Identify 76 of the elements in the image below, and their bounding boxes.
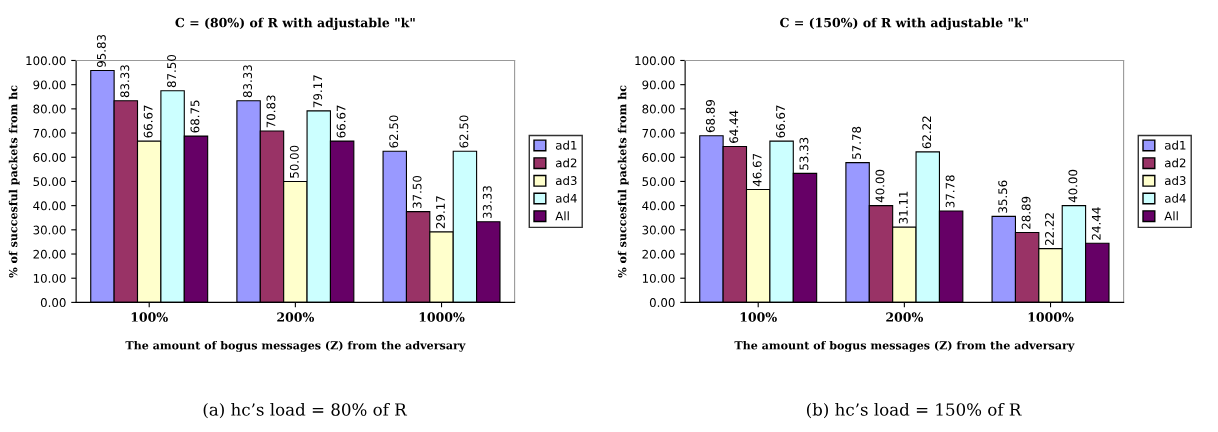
data-label: 35.56 [998,180,1008,213]
y-tick-label: 100.00 [635,56,675,66]
y-tick-label: 100.00 [26,56,66,66]
legend-label: ad4 [555,193,577,203]
data-label: 53.33 [799,137,809,170]
y-tick-label: 60.00 [642,152,675,162]
y-tick-label: 50.00 [33,177,66,187]
text: (a) hc’s load = 80% of R [203,402,408,419]
data-label: 24.44 [1091,207,1101,240]
data-label: 22.22 [1045,213,1054,245]
legend-label: ad1 [1164,140,1186,150]
y-tick-label: 20.00 [642,249,675,259]
x-tick-label: 200% [886,312,924,322]
data-label: 57.78 [852,126,862,159]
data-label: 46.67 [752,153,762,187]
y-tick-label: 30.00 [33,225,66,235]
data-label: 87.50 [167,54,177,88]
y-tick-label: 20.00 [33,249,66,259]
data-label: 83.33 [243,65,253,98]
x-tick-label: 1000% [419,312,465,322]
legend-label: ad3 [1164,175,1186,186]
data-label: 37.78 [945,175,955,208]
data-label: 31.11 [898,191,908,224]
data-label: 79.17 [313,75,323,108]
legend-label: ad2 [1164,158,1186,168]
data-label: 33.33 [482,186,492,219]
data-label: 62.50 [459,115,469,148]
y-tick-label: 10.00 [33,273,66,283]
data-label: 83.33 [120,65,130,98]
data-label: 68.75 [190,100,200,133]
y-axis-title: % of succesful packets from hc [617,85,629,278]
y-tick-label: 90.00 [33,80,66,90]
data-label: 62.50 [389,115,399,148]
y-tick-label: 90.00 [642,80,675,90]
legend-label: All [1164,211,1178,221]
data-label: 64.44 [729,110,739,143]
y-tick-label: 0.00 [649,298,675,308]
data-label: 66.67 [143,105,153,138]
data-label: 29.17 [436,196,445,229]
data-label: 37.50 [412,175,422,208]
y-tick-label: 40.00 [33,201,66,211]
data-label: 95.83 [96,34,106,68]
legend-label: ad3 [555,175,577,186]
data-label: 28.89 [1021,196,1031,229]
x-tick-label: 100% [740,312,777,322]
x-tick-label: 200% [277,312,315,322]
data-label: 68.89 [705,100,715,133]
data-label: 62.22 [922,116,932,149]
y-tick-label: 80.00 [642,104,675,114]
y-tick-label: 30.00 [642,225,675,235]
y-tick-label: 70.00 [33,128,66,138]
chart-title: C = (80%) of R with adjustable "k" [175,17,415,30]
y-tick-label: 10.00 [642,273,675,283]
x-axis-title: The amount of bogus messages (Z) from the adversary [125,340,466,352]
y-axis-title: % of succesful packets from hc [8,85,20,278]
legend-label: ad1 [555,140,577,150]
data-label: 40.00 [1068,169,1078,203]
data-label: 70.83 [266,95,276,128]
x-tick-label: 1000% [1028,312,1074,322]
x-axis-title: The amount of bogus messages (Z) from the adversary [734,340,1075,352]
chart-title: C = (150%) of R with adjustable "k" [780,17,1028,30]
y-tick-label: 40.00 [642,201,675,211]
text: (b) hc’s load = 150% of R [806,402,1022,419]
y-tick-label: 80.00 [33,104,66,114]
x-tick-label: 100% [131,312,168,322]
y-tick-label: 70.00 [642,128,675,138]
legend-label: All [555,211,569,221]
data-label: 50.00 [289,145,299,178]
legend-label: ad4 [1164,193,1186,203]
legend-label: ad2 [555,158,577,168]
data-label: 66.67 [776,105,786,138]
y-tick-label: 60.00 [33,152,66,162]
y-tick-label: 50.00 [642,177,675,187]
data-label: 40.00 [875,169,885,203]
y-tick-label: 0.00 [40,298,66,308]
data-label: 66.67 [336,105,346,138]
